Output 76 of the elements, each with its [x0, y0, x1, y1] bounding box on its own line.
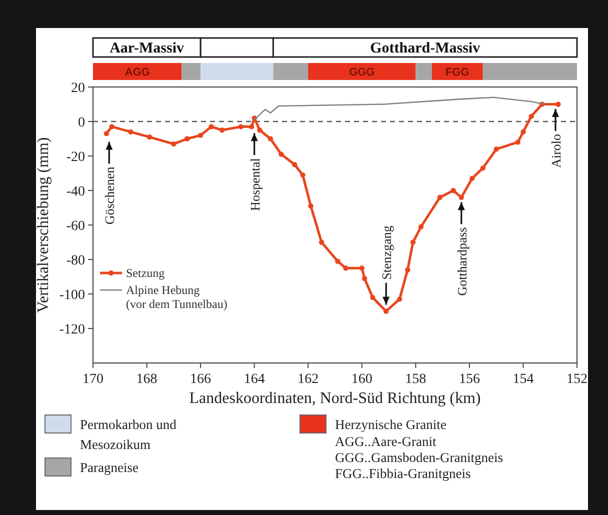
annotation: Airolo — [548, 134, 564, 168]
text: GGG — [349, 66, 375, 78]
point — [480, 165, 486, 171]
y-tick-label: 20 — [71, 81, 85, 96]
point — [515, 140, 520, 145]
text: Herzynische Granite — [335, 417, 446, 432]
y-tick-label: -100 — [59, 288, 85, 303]
point — [370, 294, 376, 300]
point — [300, 172, 306, 178]
text: Aar-Massiv — [110, 40, 185, 56]
point — [308, 203, 314, 209]
y-tick-label: -60 — [66, 219, 85, 234]
text: GGG..Gamsboden-Granitgneis — [335, 450, 503, 465]
point — [257, 128, 262, 133]
x-tick-label: 164 — [244, 372, 265, 387]
point — [396, 296, 402, 302]
x-tick-label: 156 — [458, 372, 480, 387]
point — [359, 266, 364, 271]
point — [437, 194, 442, 200]
y-tick-label: -120 — [59, 322, 85, 338]
x-tick-label: 158 — [405, 372, 426, 387]
text: Permokarbon und Mesozoikum — [80, 417, 177, 452]
point — [418, 224, 424, 230]
point — [146, 134, 152, 140]
text: Gotthard-Massiv — [370, 40, 481, 56]
point — [109, 124, 114, 130]
y-tick-label: -20 — [66, 150, 85, 165]
annotation: Gotthardpass — [454, 227, 470, 296]
y-tick-label: -80 — [66, 254, 85, 268]
point — [219, 128, 225, 133]
point — [528, 114, 534, 119]
y-tick-label: 0 — [78, 116, 85, 130]
point — [128, 129, 134, 134]
legend-label: Alpine Hebung (vor dem Tunnelbau) — [126, 283, 228, 311]
annotation: Stenzgang — [379, 225, 394, 280]
x-tick-label: 152 — [566, 372, 588, 387]
point — [171, 141, 176, 147]
y-axis-title: Vertikalverschiebung (mm) — [35, 137, 52, 313]
point — [450, 188, 456, 194]
legend-label: Setzung — [126, 266, 165, 280]
point — [556, 102, 561, 107]
text: FGG..Fibbia-Granitgneis — [335, 466, 471, 481]
point — [318, 240, 324, 245]
point — [458, 194, 464, 200]
point — [405, 267, 410, 272]
text: AGG — [124, 66, 150, 78]
x-tick-label: 154 — [512, 372, 534, 387]
x-tick-label: 168 — [136, 372, 158, 387]
point — [198, 132, 204, 138]
text: FGG — [445, 66, 470, 78]
x-tick-label: 170 — [82, 372, 104, 387]
point — [292, 162, 298, 168]
point — [208, 124, 214, 130]
x-tick-label: 166 — [190, 372, 212, 387]
point — [249, 124, 254, 130]
annotation: Hospental — [247, 158, 262, 211]
point — [268, 136, 274, 142]
text: AGG..Aare-Granit — [335, 434, 436, 449]
point — [238, 124, 244, 130]
x-tick-label: 160 — [351, 372, 372, 387]
y-tick-label: -40 — [66, 184, 85, 200]
point — [520, 129, 526, 134]
point — [104, 130, 110, 136]
point — [494, 146, 499, 152]
point — [362, 276, 368, 282]
x-axis-title: Landeskoordinaten, Nord-Süd Richtung (km) — [189, 390, 481, 407]
point — [470, 176, 475, 182]
x-tick-label: 162 — [298, 372, 319, 387]
point — [383, 308, 389, 314]
point — [278, 152, 284, 157]
point — [335, 258, 340, 264]
text: Paragneise — [80, 460, 138, 475]
point — [410, 240, 416, 245]
annotation: Göschenen — [102, 166, 118, 225]
point — [343, 266, 348, 271]
point — [184, 136, 190, 142]
